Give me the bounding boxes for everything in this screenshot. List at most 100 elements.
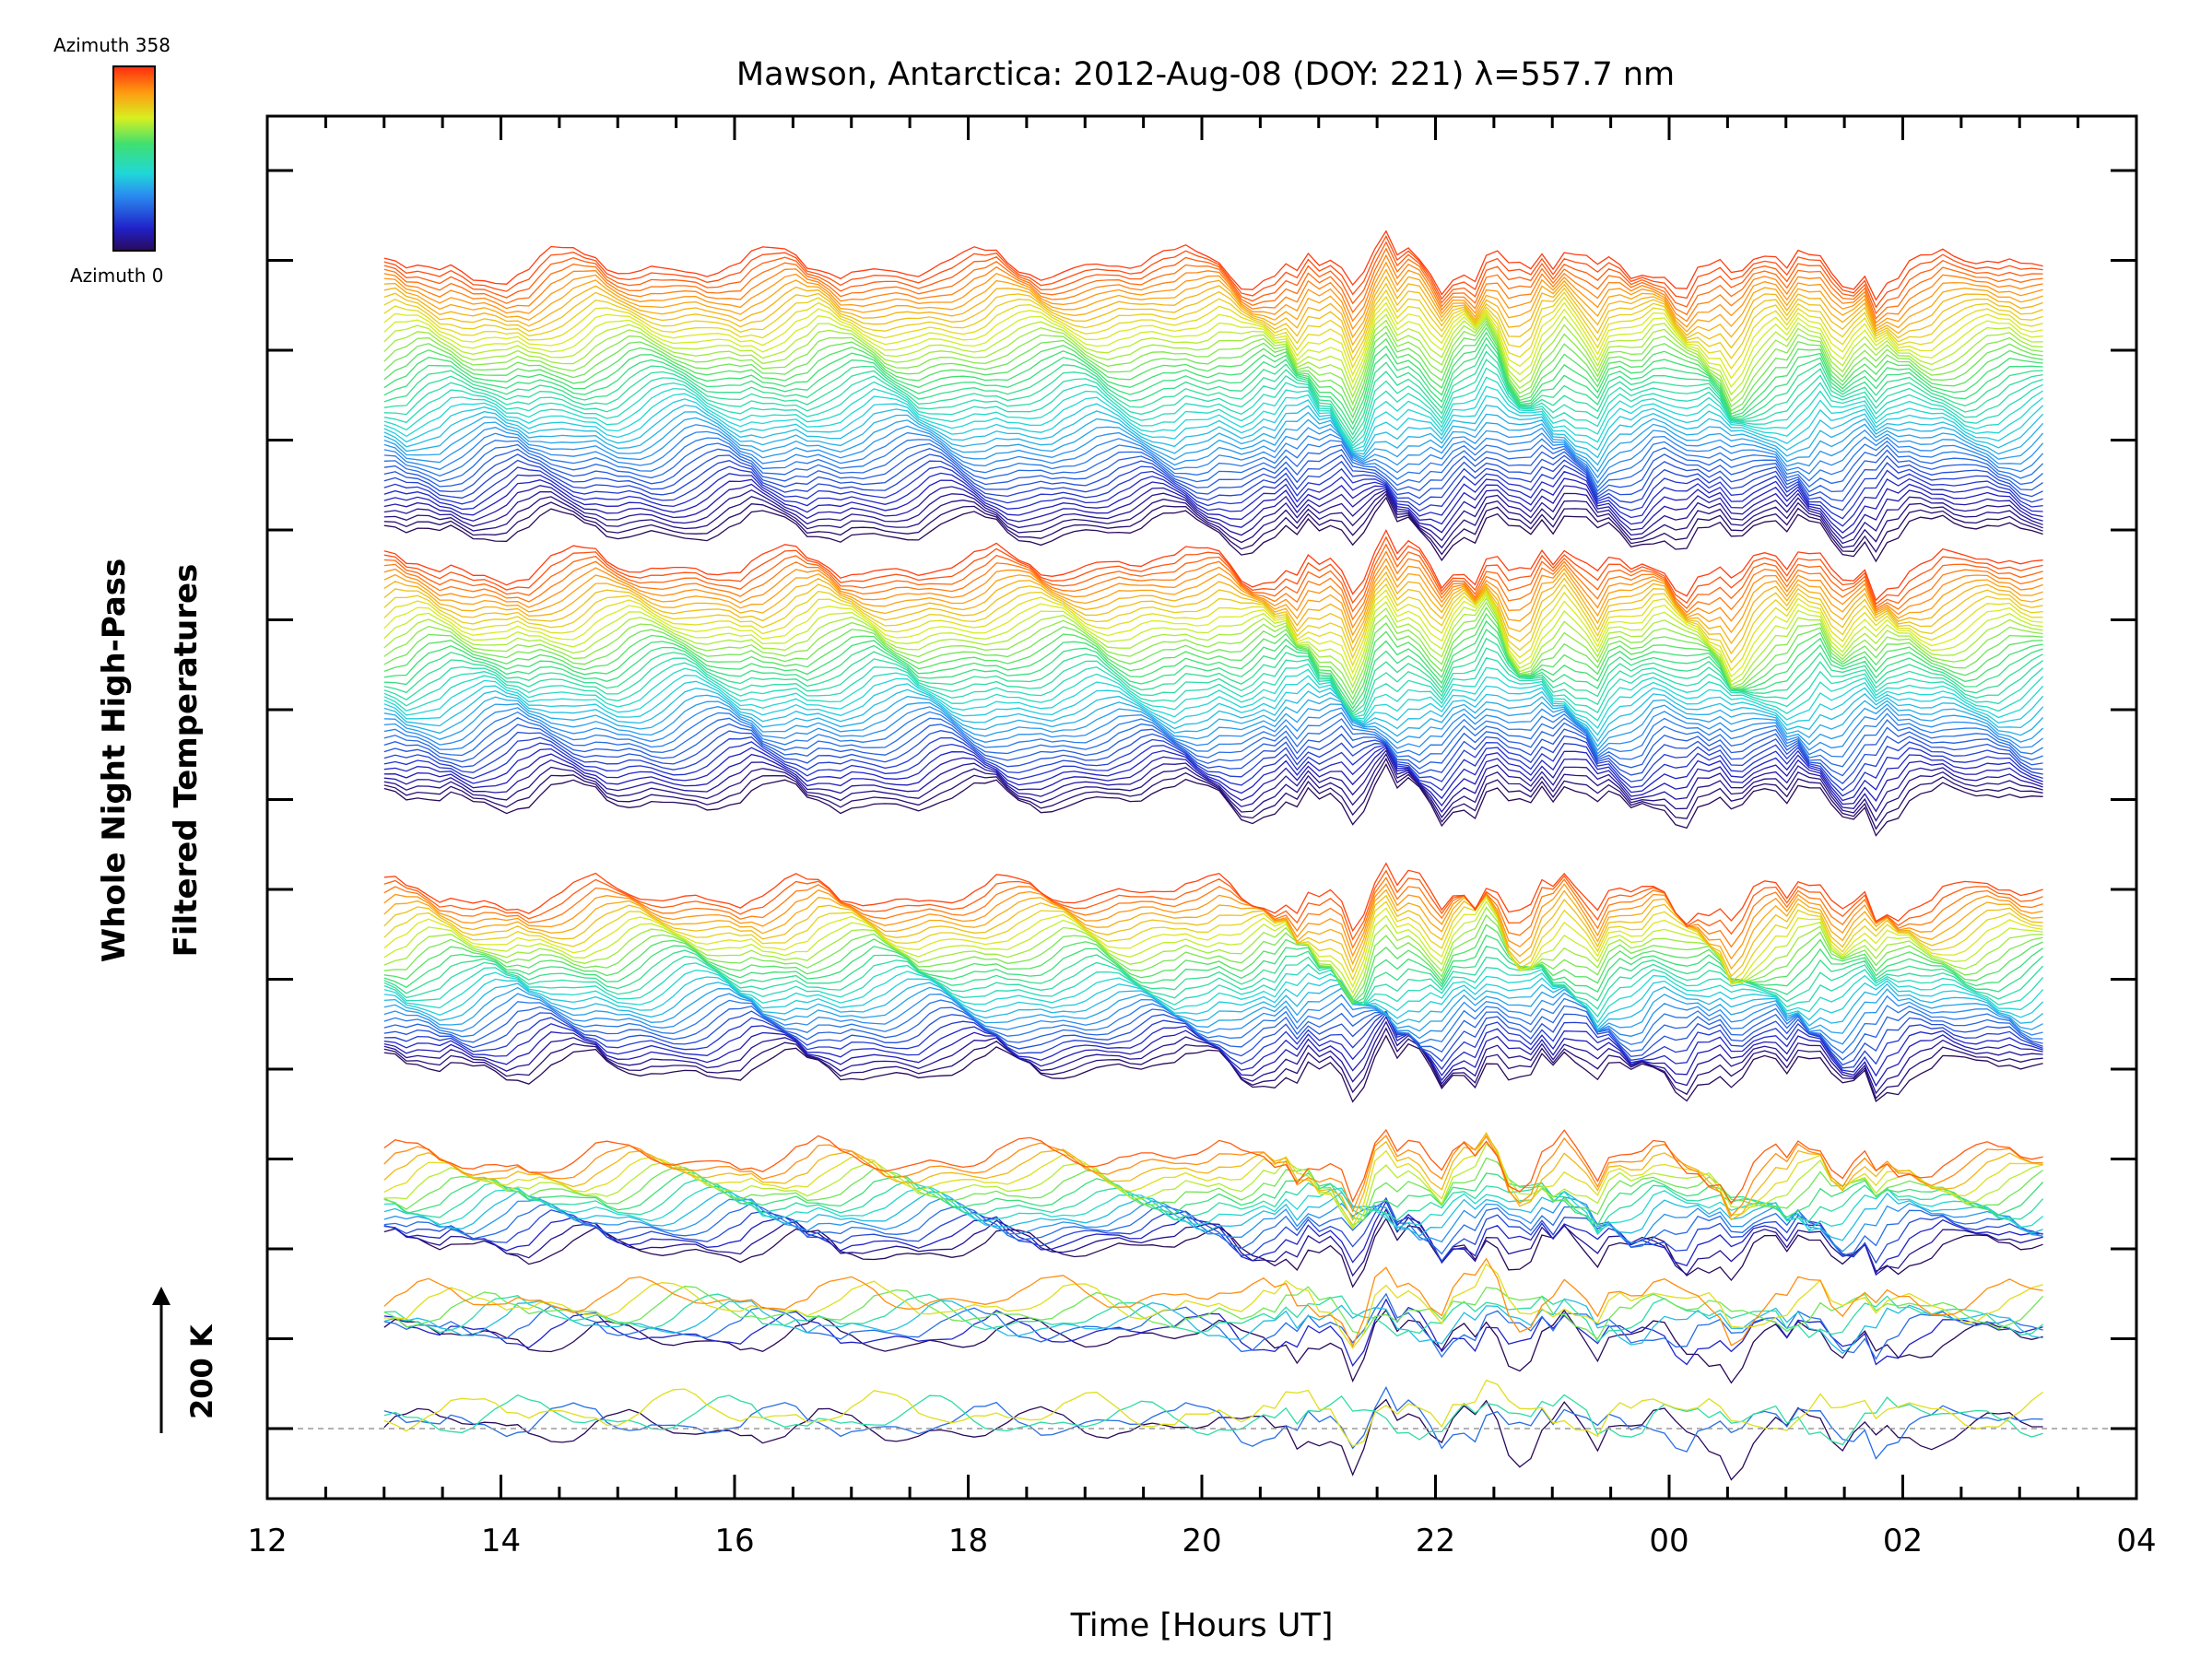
colorbar [112,65,156,252]
trace-line [383,261,2043,331]
trace-line [383,992,2043,1045]
trace-line [383,1398,2043,1481]
trace-line [383,1128,2043,1205]
trace-line [383,535,2043,606]
trace-line [383,394,2044,453]
trace-line [383,675,2044,730]
trace-line [383,448,2043,496]
trace-line [383,877,2043,949]
ring-6 [383,229,2044,563]
trace-line [383,1195,2043,1253]
trace-line [383,564,2043,637]
trace-line [383,722,2043,777]
trace-line [383,295,2043,371]
trace-line [383,453,2043,502]
trace-line [383,970,2044,1024]
trace-line [383,914,2043,1003]
y-axis-label-line1: Whole Night High-Pass [96,559,133,963]
traces [383,229,2044,1481]
trace-line [383,934,2043,1006]
trace-line [383,430,2044,484]
trace-line [383,275,2043,347]
trace-line [383,1309,2043,1384]
trace-line [383,350,2043,441]
trace-line [383,288,2043,362]
ring-4 [383,862,2044,1103]
trace-line [383,528,2043,602]
trace-line [383,496,2043,563]
trace-line [383,1005,2043,1061]
trace-line [383,253,2043,324]
x-tick-label: 16 [714,1523,754,1559]
trace-line [383,1034,2043,1103]
trace-line [383,317,2043,403]
trace-line [383,1293,2044,1343]
trace-line [383,745,2043,802]
trace-line [383,1132,2043,1222]
trace-line [383,229,2043,301]
trace-line [383,1134,2043,1228]
trace-line [383,1196,2043,1265]
trace-line [383,336,2043,431]
trace-line [383,1379,2043,1448]
trace-line [383,367,2043,447]
trace-line [383,301,2043,380]
trace-line [383,470,2043,527]
y-axis-label: Whole Night High-Pass Filtered Temperatu… [96,559,205,963]
trace-line [383,558,2043,629]
trace-line [383,477,2043,534]
trace-line [383,888,2043,971]
trace-line [383,465,2043,520]
trace-line [383,343,2043,436]
trace-line [383,606,2043,700]
trace-line [383,1292,2043,1360]
trace-line [383,883,2043,960]
x-tick-label: 00 [1649,1523,1688,1559]
trace-line [383,956,2044,1010]
trace-line [383,442,2044,492]
trace-line [383,893,2043,978]
trace-line [383,313,2043,396]
trace-line [383,323,2043,413]
trace-line [383,234,2043,309]
trace-line [383,1385,2043,1460]
trace-line [383,488,2043,545]
trace-line [383,717,2043,768]
trace-line [383,688,2044,743]
trace-line [383,417,2044,473]
trace-line [383,757,2043,830]
trace-line [383,700,2044,752]
trace-line [383,247,2043,320]
trace-line [383,637,2043,715]
trace-line [383,612,2043,706]
trace-line [383,483,2043,540]
trace-line [383,1200,2043,1275]
trace-line [383,619,2043,710]
trace-line [383,1285,2044,1340]
trace-line [383,1027,2043,1100]
chart-title: Mawson, Antarctica: 2012-Aug-08 (DOY: 22… [736,56,1675,93]
scale-bar: 200 K [152,1287,219,1433]
trace-line [383,571,2043,645]
trace-line [383,862,2043,933]
trace-line [383,601,2043,695]
x-axis-label: Time [Hours UT] [1070,1607,1334,1644]
ring-3 [383,1128,2044,1288]
trace-line [383,1179,2044,1234]
trace-line [383,711,2043,758]
x-tick-label: 02 [1883,1523,1923,1559]
trace-line [383,628,2043,713]
trace-line [383,900,2043,994]
trace-line [383,424,2044,479]
trace-line [383,997,2043,1054]
x-tick-label: 12 [247,1523,287,1559]
trace-line [383,747,2043,807]
x-tick-label: 04 [2116,1523,2156,1559]
trace-line [383,894,2043,982]
trace-line [383,735,2043,792]
trace-line [383,752,2043,822]
trace-line [383,946,2044,1005]
trace-line [383,493,2043,556]
trace-line [383,962,2044,1018]
